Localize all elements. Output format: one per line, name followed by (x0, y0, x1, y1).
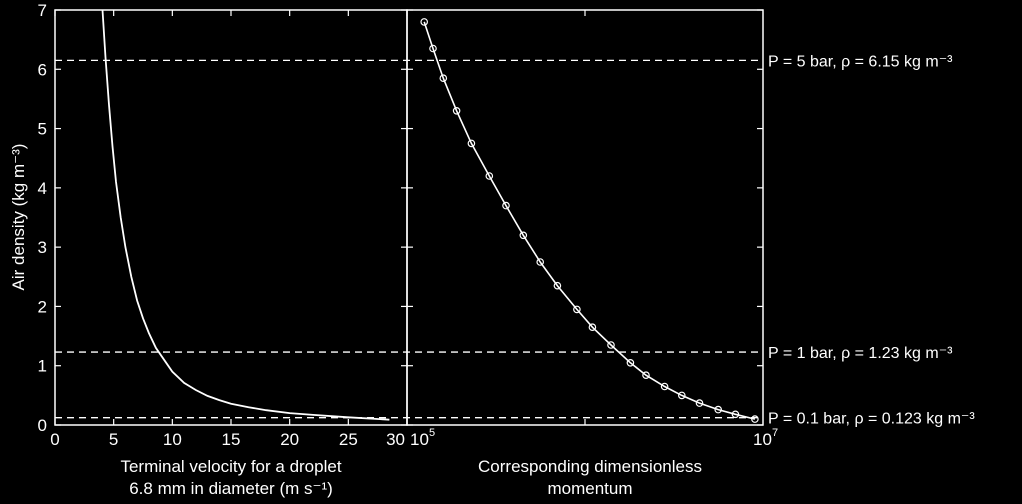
momentum-point (485, 172, 494, 180)
y-tick-label: 4 (38, 179, 47, 198)
momentum-point (626, 358, 635, 367)
y-tick-label: 1 (38, 357, 47, 376)
left-x-label-line1: Terminal velocity for a droplet (120, 457, 341, 476)
momentum-point (714, 405, 723, 414)
momentum-series (420, 18, 759, 423)
momentum-point (677, 391, 686, 400)
velocity-series (101, 9, 390, 421)
momentum-point (731, 410, 740, 419)
right-x-label-line1: Corresponding dimensionless (478, 457, 702, 476)
left-x-label-line2: 6.8 mm in diameter (m s⁻¹) (129, 479, 333, 498)
momentum-point (607, 341, 615, 349)
x-tick-exponent: 5 (429, 427, 435, 439)
y-tick-label: 7 (38, 1, 47, 20)
momentum-curve (423, 21, 756, 420)
x-tick-label: 25 (339, 430, 358, 449)
reference-lines: P = 5 bar, ρ = 6.15 kg m⁻³ P = 1 bar, ρ =… (55, 53, 975, 428)
momentum-point (536, 258, 545, 266)
x-tick-exponent: 7 (772, 427, 778, 439)
momentum-point (553, 281, 562, 290)
momentum-point (502, 201, 510, 210)
x-tick-label: 10 (163, 430, 182, 449)
reference-label: P = 5 bar, ρ = 6.15 kg m⁻³ (768, 53, 953, 70)
momentum-point (420, 18, 429, 26)
momentum-point (642, 371, 650, 380)
x-tick-label-log-min: 10 (410, 430, 429, 449)
reference-label: P = 1 bar, ρ = 1.23 kg m⁻³ (768, 345, 953, 362)
labels: Air density (kg m⁻³) Terminal velocity fo… (9, 144, 702, 498)
right-ticks: 10 5 10 7 (410, 10, 778, 449)
y-tick-label: 6 (38, 60, 47, 79)
momentum-point (467, 139, 476, 148)
momentum-point (660, 382, 669, 391)
y-tick-label: 5 (38, 120, 47, 139)
momentum-point (452, 107, 461, 115)
velocity-curve (101, 9, 390, 421)
x-tick-label: 30 (386, 430, 405, 449)
momentum-point (751, 415, 759, 423)
x-tick-label-log-max: 10 (753, 430, 772, 449)
x-tick-label: 5 (109, 430, 118, 449)
y-tick-label: 2 (38, 297, 47, 316)
x-tick-label: 20 (280, 430, 299, 449)
x-tick-label: 0 (50, 430, 59, 449)
right-axes-frame (406, 9, 764, 426)
y-tick-label: 0 (38, 416, 47, 435)
momentum-point (573, 305, 581, 314)
x-tick-label: 15 (222, 430, 241, 449)
reference-label: P = 0.1 bar, ρ = 0.123 kg m⁻³ (768, 411, 975, 428)
momentum-point (439, 74, 448, 83)
momentum-point (588, 323, 597, 332)
right-x-label-line2: momentum (547, 479, 632, 498)
momentum-point (519, 231, 528, 240)
y-tick-label: 3 (38, 238, 47, 257)
left-axes-frame (54, 9, 408, 426)
y-axis-label: Air density (kg m⁻³) (9, 144, 28, 291)
momentum-point (429, 44, 437, 53)
momentum-point (695, 399, 704, 407)
